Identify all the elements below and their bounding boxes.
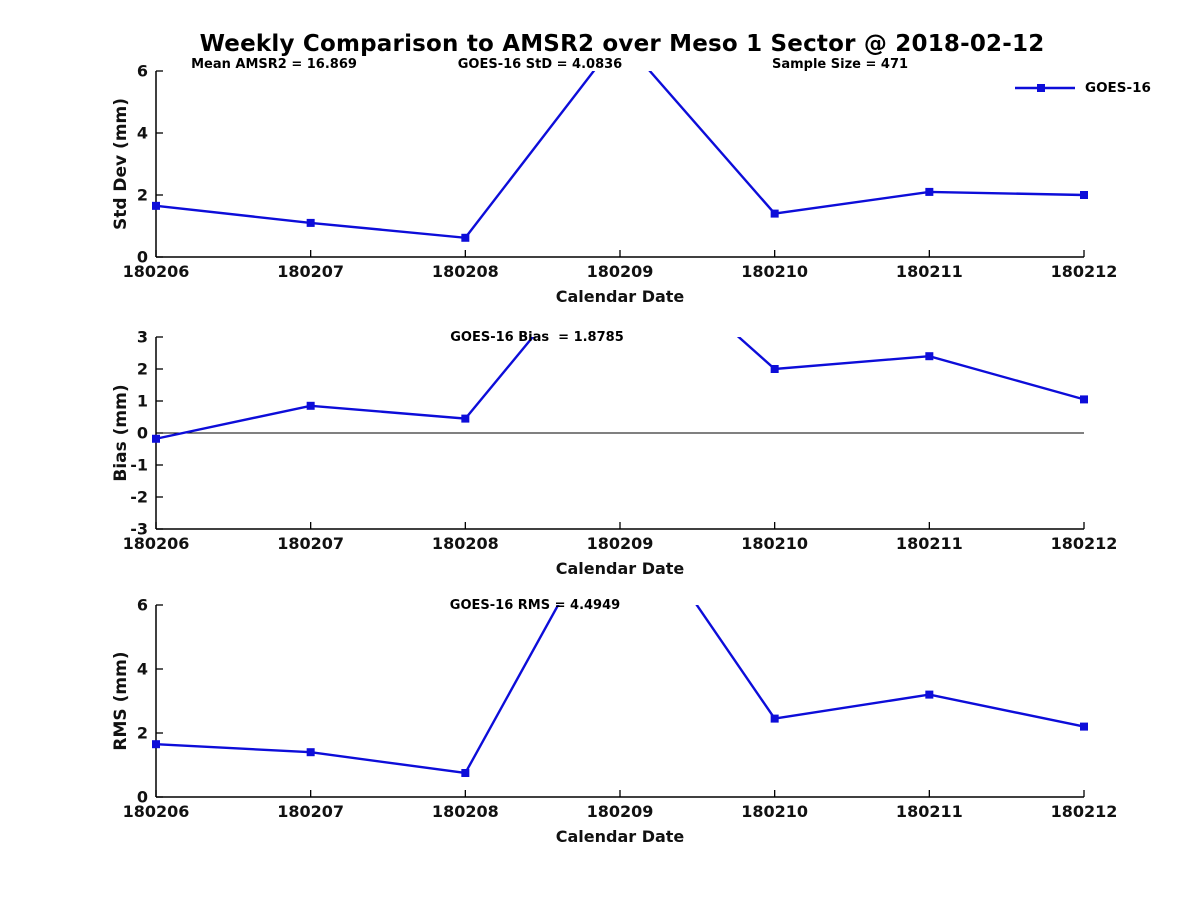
x-tick-label: 180206 (122, 534, 190, 553)
legend-label: GOES-16 (1085, 80, 1151, 96)
y-tick-label: 2 (136, 359, 148, 379)
x-tick-label: 180207 (277, 534, 345, 553)
data-point-marker (1080, 395, 1088, 404)
annotation-goes16-bias: GOES-16 Bias = 1.8785 (450, 330, 624, 345)
y-tick-label: -1 (130, 455, 148, 475)
data-point-marker (461, 414, 470, 423)
annotation-goes16-rms: GOES-16 RMS = 4.4949 (449, 598, 621, 613)
x-tick-label: 180211 (895, 802, 963, 821)
x-axis-label-middle: Calendar Date (555, 559, 685, 578)
legend: GOES-16 (1014, 80, 1151, 96)
legend-marker-icon (1037, 84, 1045, 92)
data-point-marker (461, 233, 470, 242)
data-point-marker (925, 690, 934, 699)
x-tick-label: 180206 (122, 802, 190, 821)
x-tick-label: 180210 (741, 262, 809, 281)
data-point-marker (1080, 191, 1088, 199)
annotation-goes16-std: GOES-16 StD = 4.0836 (457, 57, 623, 72)
x-tick-label: 180209 (586, 534, 654, 553)
y-tick-label: -3 (130, 519, 148, 539)
data-point-marker (925, 187, 934, 196)
x-tick-label: 180211 (895, 262, 963, 281)
data-point-marker (152, 201, 160, 210)
y-tick-label: 6 (136, 595, 148, 615)
data-point-marker (1080, 722, 1088, 731)
x-tick-label: 180211 (895, 534, 963, 553)
x-tick-label: 180208 (431, 802, 499, 821)
data-point-marker (770, 714, 779, 723)
y-tick-label: -2 (130, 487, 148, 507)
data-point-marker (770, 365, 779, 373)
x-tick-label: 180206 (122, 262, 190, 281)
data-point-marker (152, 434, 160, 443)
x-tick-label: 180207 (277, 802, 345, 821)
y-axis-label-stddev: Std Dev (mm) (111, 97, 131, 231)
y-tick-label: 4 (136, 659, 148, 679)
x-tick-label: 180212 (1050, 534, 1118, 553)
x-tick-label: 180212 (1050, 802, 1118, 821)
data-point-marker (306, 218, 315, 227)
y-tick-label: 3 (136, 327, 148, 347)
y-tick-label: 2 (136, 185, 148, 205)
y-axis-label-rms: RMS (mm) (111, 651, 131, 751)
data-point-marker (306, 748, 315, 757)
legend-line-sample (1015, 84, 1075, 92)
y-tick-label: 0 (136, 787, 148, 807)
x-tick-label: 180209 (586, 802, 654, 821)
x-tick-label: 180210 (741, 534, 809, 553)
data-point-marker (770, 209, 779, 218)
annotation-mean-amsr2: Mean AMSR2 = 16.869 (191, 57, 357, 72)
y-axis-label-bias: Bias (mm) (111, 384, 131, 482)
annotation-sample-size: Sample Size = 471 (771, 57, 909, 72)
y-tick-label: 4 (136, 123, 148, 143)
x-tick-label: 180208 (431, 262, 499, 281)
figure-title: Weekly Comparison to AMSR2 over Meso 1 S… (199, 31, 1045, 57)
y-tick-label: 0 (136, 247, 148, 267)
y-tick-label: 0 (136, 423, 148, 443)
data-point-marker (925, 352, 934, 361)
y-tick-label: 6 (136, 61, 148, 81)
x-tick-label: 180210 (741, 802, 809, 821)
data-point-marker (152, 740, 160, 749)
x-tick-label: 180209 (586, 262, 654, 281)
x-axis-label-bottom: Calendar Date (555, 827, 685, 846)
data-point-marker (461, 769, 470, 777)
x-tick-label: 180212 (1050, 262, 1118, 281)
x-tick-label: 180208 (431, 534, 499, 553)
y-tick-label: 2 (136, 723, 148, 743)
y-tick-label: 1 (136, 391, 148, 411)
data-point-marker (306, 401, 315, 410)
x-tick-label: 180207 (277, 262, 345, 281)
x-axis-label-top: Calendar Date (555, 287, 685, 306)
